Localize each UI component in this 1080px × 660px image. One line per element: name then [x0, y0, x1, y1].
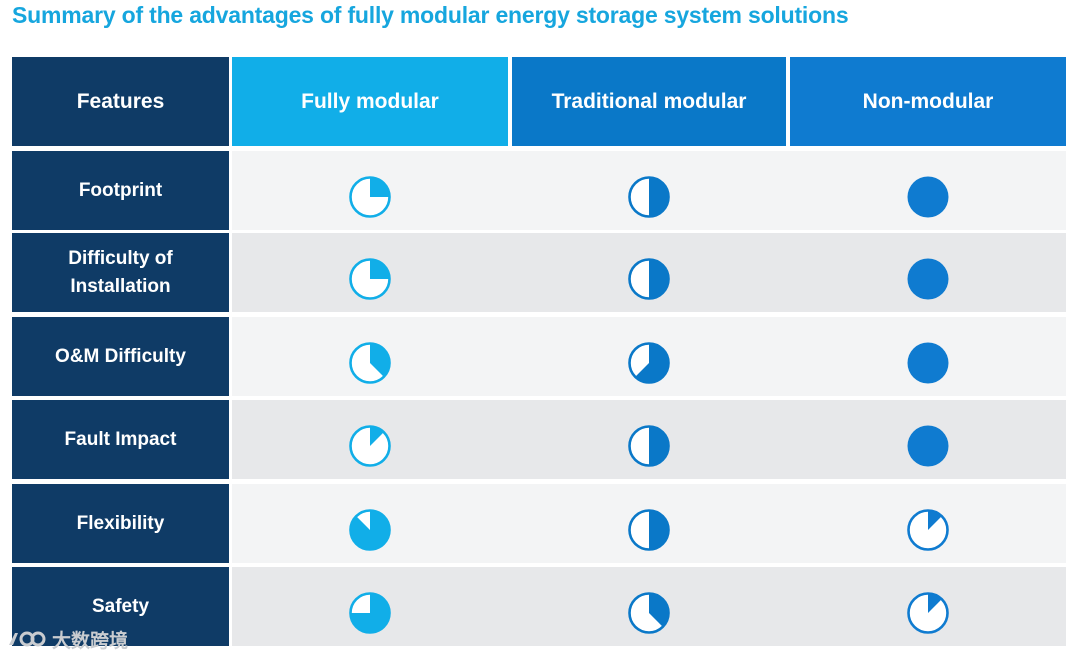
rating-non-modular-icon: [905, 423, 951, 469]
feature-label: Safety: [12, 567, 229, 646]
rating-traditional-modular-icon: [626, 340, 672, 386]
feature-label: Footprint: [12, 151, 229, 230]
header-traditional-modular: Traditional modular: [512, 57, 786, 146]
rating-non-modular-icon: [905, 507, 951, 553]
rating-traditional-modular-icon: [626, 590, 672, 636]
feature-label: Flexibility: [12, 484, 229, 563]
rating-non-modular-icon: [905, 590, 951, 636]
feature-label: O&M Difficulty: [12, 317, 229, 396]
header-features: Features: [12, 57, 229, 146]
watermark: 大数跨境: [6, 626, 128, 652]
rating-traditional-modular-icon: [626, 256, 672, 302]
rating-fully-modular-icon: [347, 590, 393, 636]
page-title: Summary of the advantages of fully modul…: [12, 2, 849, 28]
rating-traditional-modular-icon: [626, 507, 672, 553]
rating-non-modular-icon: [905, 340, 951, 386]
rating-non-modular-icon: [905, 174, 951, 220]
feature-label: Fault Impact: [12, 400, 229, 479]
rating-fully-modular-icon: [347, 174, 393, 220]
rating-fully-modular-icon: [347, 340, 393, 386]
rating-non-modular-icon: [905, 256, 951, 302]
rating-fully-modular-icon: [347, 507, 393, 553]
header-non-modular: Non-modular: [790, 57, 1066, 146]
rating-traditional-modular-icon: [626, 423, 672, 469]
logo-icon: [6, 628, 46, 650]
feature-label: Difficulty of Installation: [12, 233, 229, 312]
rating-fully-modular-icon: [347, 256, 393, 302]
rating-fully-modular-icon: [347, 423, 393, 469]
watermark-text: 大数跨境: [52, 630, 129, 652]
header-fully-modular: Fully modular: [232, 57, 508, 146]
rating-traditional-modular-icon: [626, 174, 672, 220]
